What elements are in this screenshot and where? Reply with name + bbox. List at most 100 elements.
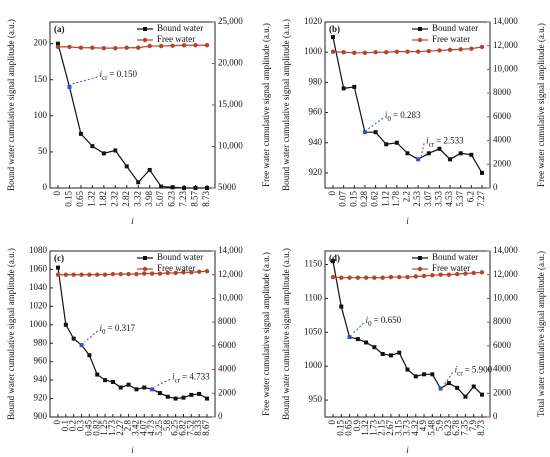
y2-tick-label: 10,000: [218, 141, 243, 151]
point: [413, 274, 418, 279]
annotation-text: = 0.283: [393, 110, 421, 120]
x-tick-label: 8.73: [476, 420, 486, 436]
y2-tick-label: 6000: [493, 340, 512, 350]
y-tick-label: 920: [34, 393, 48, 403]
point: [469, 152, 474, 157]
point: [405, 49, 410, 54]
annotation-subscript: 0: [387, 115, 391, 123]
y2-tick-label: 10,000: [493, 63, 518, 73]
point: [430, 273, 435, 278]
point: [363, 275, 369, 280]
point: [136, 45, 141, 50]
x-tick-label: 3.42: [130, 420, 140, 436]
x-tick-label: 3.53: [433, 191, 443, 207]
x-tick-label: 1.32: [360, 420, 370, 436]
panel: (d) 950 1000 1050 1100 1150 0 2000 4000 6000 8000 1…: [281, 245, 546, 455]
annotation-subscript: cr: [457, 369, 463, 377]
y2-tick-label: 12,000: [493, 269, 518, 279]
point: [388, 274, 394, 280]
point: [113, 148, 118, 153]
y-tick-label: 980: [309, 76, 323, 86]
y2-axis-label: Free water cumulative signal amplitude (…: [261, 252, 271, 416]
x-tick-label: 2.82: [121, 191, 131, 207]
point: [71, 272, 76, 277]
point: [124, 45, 129, 50]
point: [170, 185, 175, 190]
y-tick-label: 100: [34, 110, 48, 120]
y-axis-label: Bound water cumulative signal amplitude …: [6, 248, 16, 420]
point: [149, 271, 155, 276]
point: [426, 48, 431, 54]
point: [79, 272, 84, 277]
point: [124, 164, 129, 169]
y-tick-label: 0: [43, 182, 48, 192]
point: [150, 387, 155, 392]
panel: (c) 900 920 940 960 980 1000 1020 1040 1060 1080 0 2…: [6, 245, 271, 455]
x-tick-label: 5.48: [426, 420, 436, 436]
x-axis-label: i: [131, 216, 134, 226]
x-tick-label: 3.98: [144, 191, 154, 207]
point: [126, 271, 131, 277]
point: [102, 272, 108, 277]
point: [394, 140, 399, 145]
y2-tick-label: 4000: [493, 135, 512, 145]
point: [384, 50, 389, 55]
point: [347, 335, 352, 340]
point: [430, 372, 435, 377]
panel: (b) 920 940 960 980 1000 1020 0 2000 4000 6000 8000…: [281, 16, 546, 226]
y-tick-label: 1060: [29, 264, 48, 274]
y-tick-label: 50: [38, 146, 48, 156]
annotation: icr = 0.150: [99, 69, 137, 82]
y2-tick-label: 0: [493, 182, 498, 192]
panel: (a) 0 50 100 150 200 5000 10,000 15,000 20,000 25,…: [6, 16, 271, 226]
point: [205, 186, 209, 190]
point: [437, 146, 442, 151]
point: [331, 259, 335, 264]
x-tick-label: 2.53: [412, 191, 422, 207]
point: [458, 151, 463, 156]
point: [204, 43, 210, 48]
point: [181, 270, 186, 275]
x-tick-label: 0.82: [91, 420, 101, 436]
annotation-symbol: i: [100, 323, 103, 333]
panel-label: (b): [329, 24, 340, 34]
y-tick-label: 200: [34, 38, 48, 48]
legend-marker: [417, 37, 423, 43]
y-tick-label: 1000: [304, 46, 323, 56]
point: [479, 44, 485, 50]
x-tick-label: 6.25: [170, 420, 180, 436]
point: [205, 396, 209, 401]
y-tick-label: 1150: [304, 259, 322, 269]
x-tick-label: 2.32: [109, 191, 119, 207]
point: [165, 394, 170, 399]
point: [416, 157, 421, 162]
x-tick-label: 1.12: [380, 191, 390, 207]
point: [447, 47, 453, 53]
y-tick-label: 940: [34, 374, 48, 384]
point: [159, 184, 164, 189]
annotation-symbol: i: [99, 69, 102, 79]
point: [182, 186, 187, 190]
x-tick-label: 4.73: [146, 420, 156, 436]
annotation-text: = 0.317: [108, 323, 136, 333]
annotation-subscript: 0: [368, 320, 372, 328]
point: [55, 272, 61, 277]
y2-tick-label: 0: [218, 411, 223, 421]
x-tick-label: 4.9: [418, 420, 428, 432]
point: [189, 392, 194, 397]
point: [405, 274, 410, 280]
point: [142, 385, 147, 390]
annotation-symbol: i: [385, 110, 388, 120]
panel-label: (a): [54, 24, 65, 34]
point: [173, 270, 178, 276]
x-tick-label: 2.8: [123, 420, 133, 432]
x-tick-label: 7.35: [460, 420, 470, 436]
point: [87, 272, 92, 277]
point: [170, 43, 175, 48]
point: [352, 84, 357, 89]
point: [181, 43, 187, 48]
x-tick-label: 2.67: [385, 420, 395, 436]
x-tick-label: 5.37: [455, 191, 465, 207]
point: [339, 304, 344, 309]
